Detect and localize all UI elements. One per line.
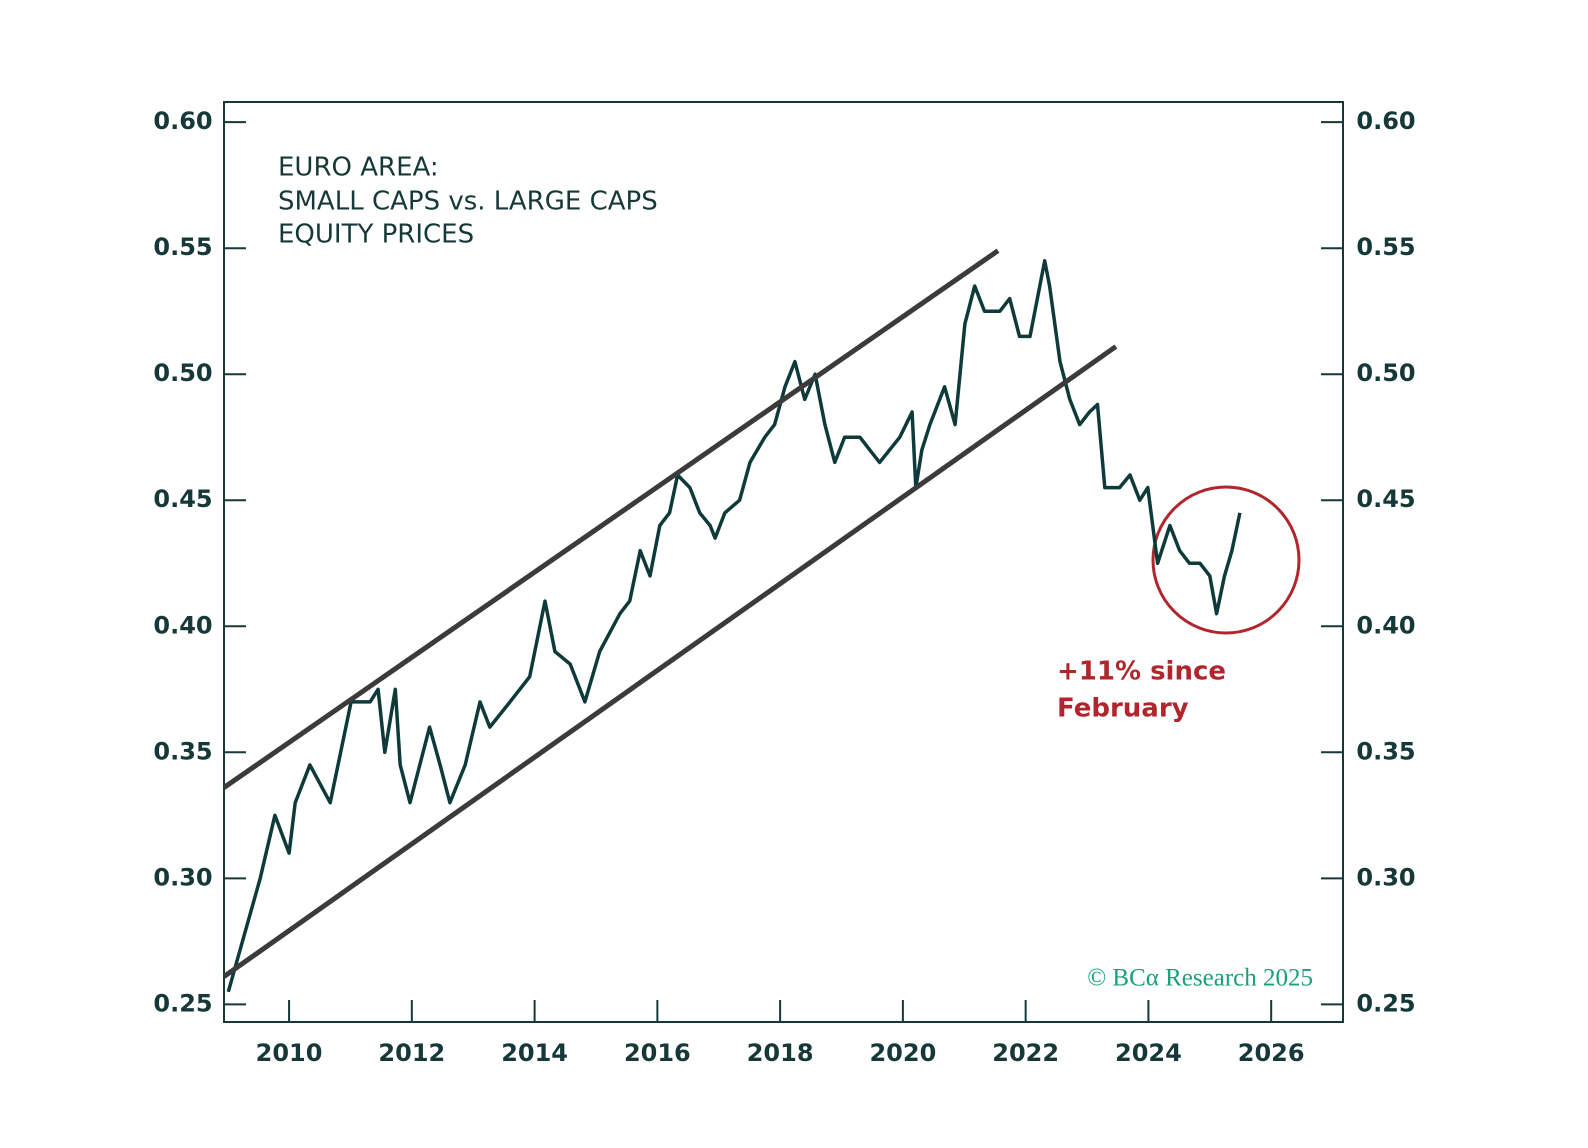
- highlight-circle: [1151, 485, 1301, 635]
- y-tick-label: 0.40: [153, 611, 212, 639]
- x-tick-label: 2018: [747, 1039, 814, 1067]
- y-tick-label: 0.55: [153, 233, 212, 261]
- title-line: EURO AREA:: [278, 153, 439, 183]
- x-tick-label: 2022: [992, 1039, 1059, 1067]
- x-tick-label: 2014: [501, 1039, 568, 1067]
- y-tick-label: 0.30: [153, 863, 212, 891]
- x-tick-label: 2012: [378, 1039, 445, 1067]
- x-tick-label: 2024: [1115, 1039, 1182, 1067]
- source: © BCα Research 2025: [1087, 965, 1313, 992]
- x-tick-label: 2016: [624, 1039, 691, 1067]
- x-tick-label: 2026: [1238, 1039, 1305, 1067]
- annotation: February: [1057, 694, 1189, 724]
- y2-tick-label: 0.45: [1356, 485, 1415, 513]
- plot-frame: [223, 101, 1344, 1023]
- line-series: [222, 248, 1000, 790]
- line-series: [222, 344, 1118, 979]
- y2-tick-label: 0.60: [1356, 107, 1415, 135]
- title-line: SMALL CAPS vs. LARGE CAPS: [278, 187, 658, 217]
- line-series: [226, 259, 1242, 993]
- x-tick-label: 2020: [869, 1039, 936, 1067]
- title-line: EQUITY PRICES: [278, 220, 474, 250]
- y-tick-label: 0.35: [153, 737, 212, 765]
- y2-tick-label: 0.55: [1356, 233, 1415, 261]
- y2-tick-label: 0.50: [1356, 359, 1415, 387]
- y2-tick-label: 0.25: [1356, 989, 1415, 1017]
- y-tick-label: 0.25: [153, 989, 212, 1017]
- x-tick-label: 2010: [256, 1039, 323, 1067]
- annotation: +11% since: [1057, 657, 1226, 687]
- y-tick-label: 0.60: [153, 107, 212, 135]
- y2-tick-label: 0.35: [1356, 737, 1415, 765]
- y-tick-label: 0.45: [153, 485, 212, 513]
- y2-tick-label: 0.30: [1356, 863, 1415, 891]
- y2-tick-label: 0.40: [1356, 611, 1415, 639]
- y-tick-label: 0.50: [153, 359, 212, 387]
